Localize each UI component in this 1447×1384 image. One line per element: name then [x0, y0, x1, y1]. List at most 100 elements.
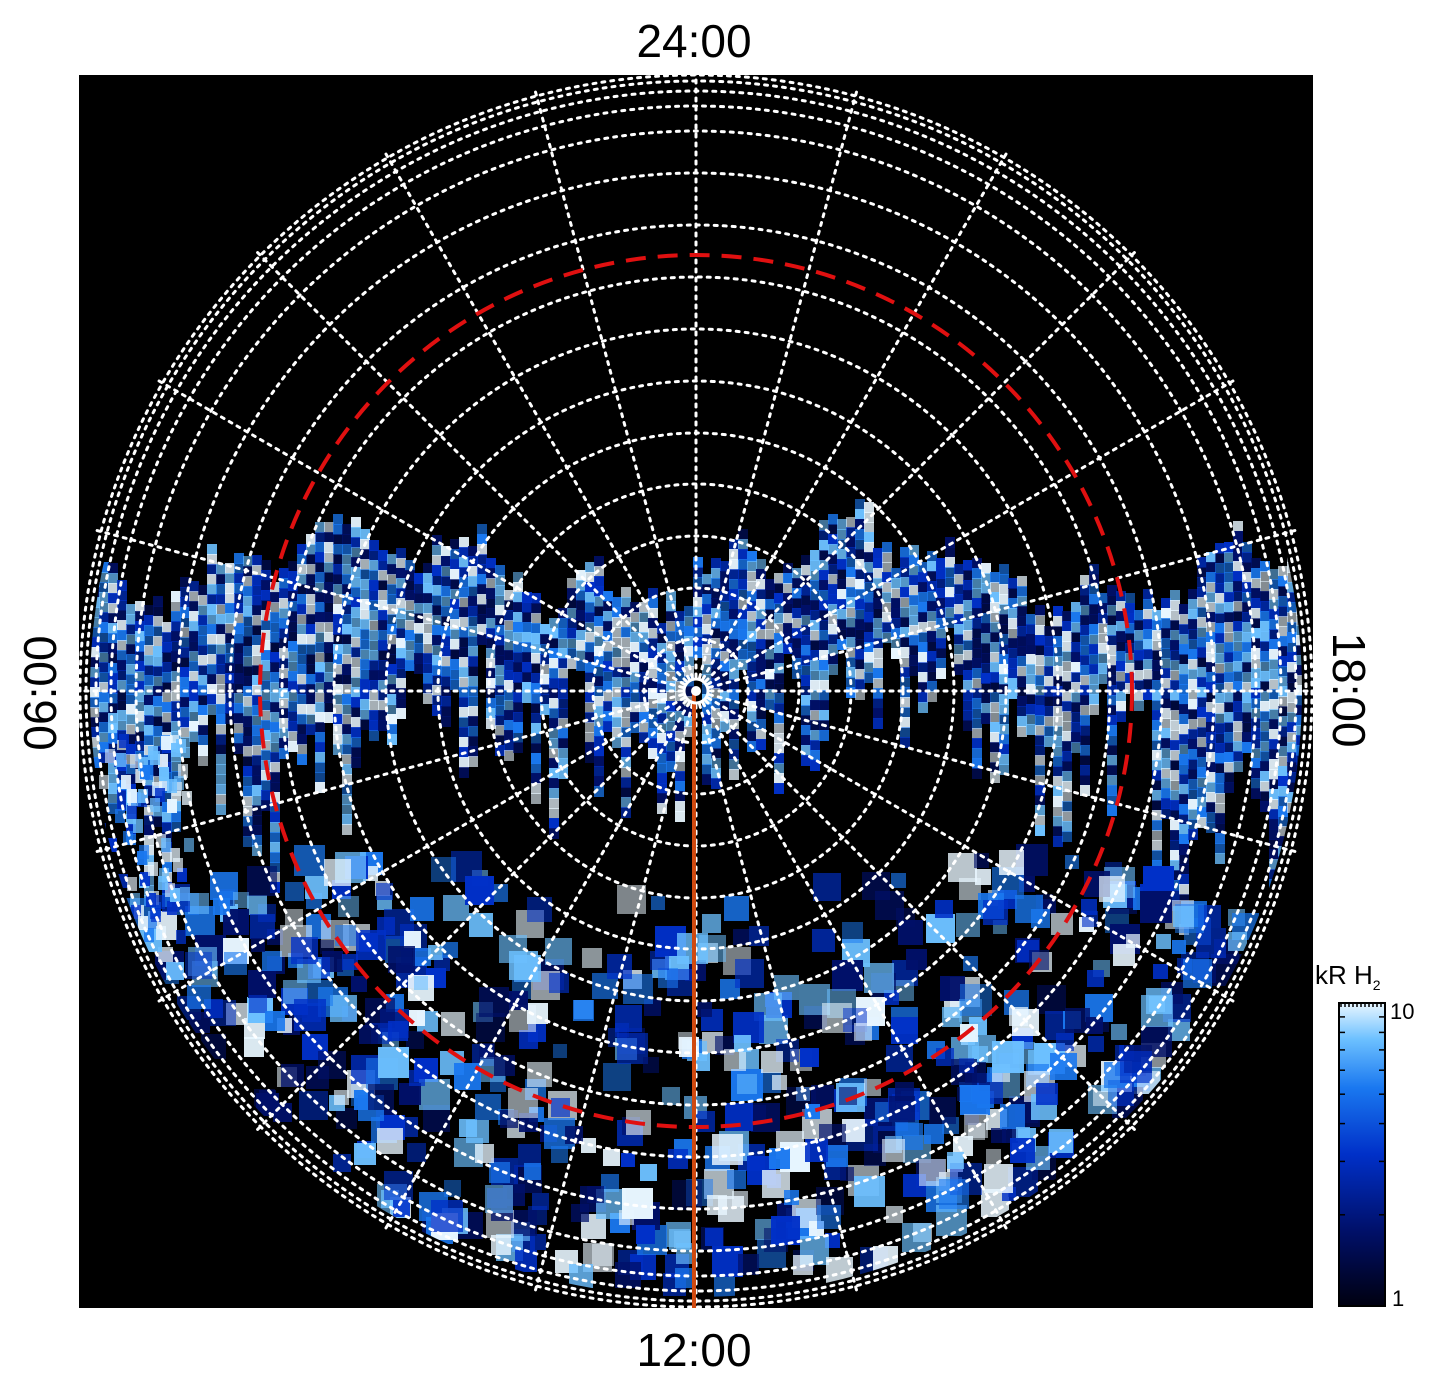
- emission-pixel: [252, 775, 262, 786]
- emission-pixel: [747, 651, 757, 662]
- emission-pixel: [369, 690, 379, 701]
- emission-pixel: [567, 628, 577, 639]
- emission-pixel: [513, 632, 523, 643]
- emission-pixel: [643, 1057, 659, 1073]
- emission-pixel: [1053, 746, 1063, 757]
- emission-pixel: [1188, 759, 1198, 770]
- emission-pixel: [594, 596, 604, 607]
- emission-pixel: [1287, 762, 1297, 773]
- emission-pixel: [225, 563, 235, 574]
- emission-pixel: [693, 567, 703, 578]
- emission-pixel: [1080, 725, 1090, 736]
- emission-pixel: [594, 716, 604, 727]
- emission-pixel: [486, 638, 496, 649]
- emission-pixel: [216, 784, 226, 795]
- emission-pixel: [1179, 824, 1189, 835]
- emission-pixel: [155, 895, 165, 909]
- emission-pixel: [117, 790, 127, 801]
- emission-pixel: [729, 759, 739, 770]
- emission-pixel: [252, 625, 262, 636]
- emission-pixel: [810, 640, 820, 651]
- emission-pixel: [1269, 759, 1279, 770]
- emission-pixel: [234, 643, 244, 654]
- emission-pixel: [765, 669, 775, 680]
- emission-pixel: [1134, 660, 1144, 671]
- emission-pixel: [1296, 695, 1302, 706]
- emission-pixel: [1089, 564, 1099, 575]
- emission-pixel: [180, 637, 190, 648]
- emission-pixel: [774, 673, 784, 684]
- emission-pixel: [351, 527, 361, 538]
- emission-pixel: [558, 688, 568, 699]
- emission-pixel: [342, 744, 352, 755]
- emission-pixel: [747, 641, 757, 652]
- emission-pixel: [1170, 860, 1180, 871]
- emission-pixel: [630, 622, 640, 633]
- emission-pixel: [720, 671, 730, 682]
- emission-pixel: [549, 738, 559, 749]
- emission-pixel: [675, 611, 685, 622]
- emission-pixel: [1035, 725, 1045, 736]
- emission-pixel: [351, 587, 361, 598]
- emission-pixel: [306, 614, 316, 625]
- emission-pixel: [1161, 718, 1171, 729]
- emission-pixel: [1278, 696, 1288, 707]
- emission-pixel: [243, 766, 253, 777]
- emission-pixel: [1179, 894, 1189, 905]
- emission-pixel: [333, 744, 343, 755]
- emission-pixel: [972, 738, 982, 749]
- emission-pixel: [999, 634, 1009, 645]
- emission-pixel: [297, 594, 307, 605]
- emission-pixel: [792, 588, 802, 599]
- emission-pixel: [117, 600, 127, 611]
- emission-pixel: [819, 540, 829, 551]
- emission-pixel: [207, 624, 217, 635]
- emission-pixel: [954, 664, 964, 675]
- emission-pixel: [1179, 754, 1189, 765]
- emission-pixel: [297, 584, 307, 595]
- emission-pixel: [207, 554, 217, 565]
- emission-pixel: [963, 590, 973, 601]
- emission-pixel: [1197, 567, 1207, 578]
- emission-pixel: [441, 626, 451, 637]
- emission-pixel: [126, 654, 136, 665]
- emission-pixel: [567, 648, 577, 659]
- emission-pixel: [90, 727, 100, 738]
- emission-pixel: [964, 1114, 988, 1138]
- emission-pixel: [882, 1139, 905, 1162]
- emission-pixel: [909, 625, 919, 636]
- emission-pixel: [294, 845, 325, 876]
- emission-pixel: [567, 658, 577, 669]
- emission-pixel: [351, 557, 361, 568]
- emission-pixel: [999, 674, 1009, 685]
- emission-pixel: [135, 661, 145, 672]
- emission-pixel: [1206, 552, 1216, 563]
- emission-pixel: [1161, 658, 1171, 669]
- emission-pixel: [288, 721, 298, 732]
- emission-pixel: [648, 688, 658, 699]
- emission-pixel: [702, 734, 712, 745]
- emission-pixel: [774, 703, 784, 714]
- emission-pixel: [162, 862, 172, 873]
- emission-pixel: [144, 735, 154, 746]
- emission-pixel: [279, 638, 289, 649]
- emission-pixel: [153, 776, 163, 787]
- emission-pixel: [567, 608, 577, 619]
- emission-pixel: [1071, 742, 1081, 753]
- emission-pixel: [1161, 798, 1171, 809]
- emission-pixel: [1224, 552, 1234, 563]
- emission-pixel: [486, 618, 496, 629]
- emission-pixel: [615, 1262, 641, 1288]
- emission-pixel: [711, 568, 721, 579]
- emission-pixel: [144, 775, 154, 786]
- emission-pixel: [176, 930, 186, 944]
- emission-pixel: [702, 694, 712, 705]
- emission-pixel: [1242, 652, 1252, 663]
- emission-pixel: [1170, 720, 1180, 731]
- emission-pixel: [738, 529, 748, 540]
- emission-pixel: [180, 587, 190, 598]
- emission-pixel: [585, 702, 595, 713]
- emission-pixel: [846, 527, 856, 538]
- emission-pixel: [1170, 650, 1180, 661]
- emission-pixel: [279, 668, 289, 679]
